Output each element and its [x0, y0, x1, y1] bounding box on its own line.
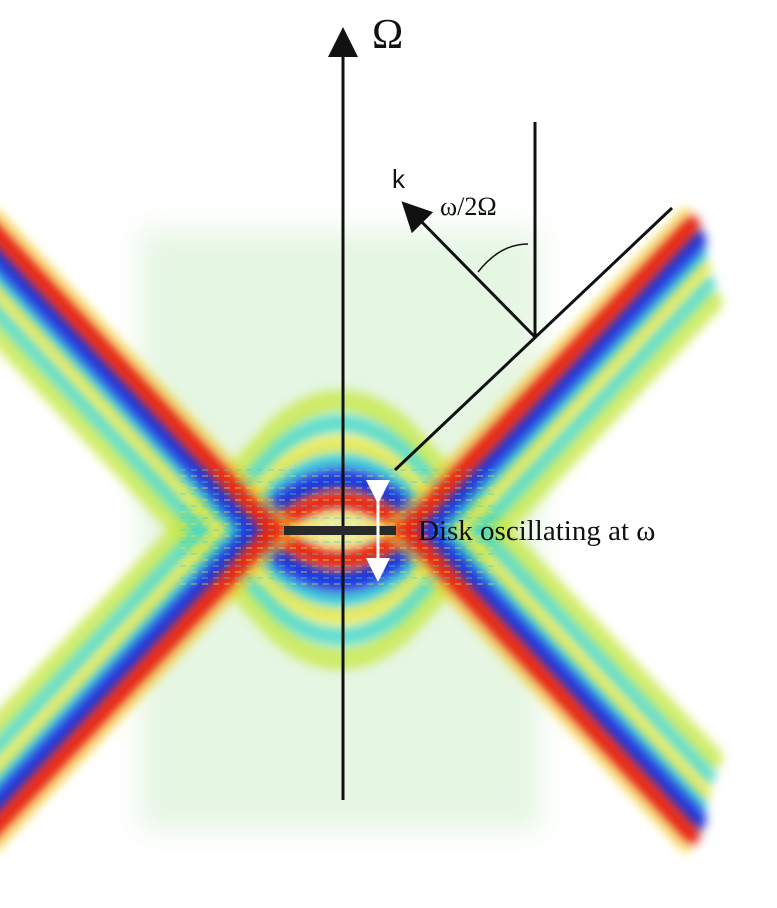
figure: Ω k ω/2Ω Disk oscillating at ω: [0, 0, 777, 908]
angle-label: ω/2Ω: [440, 192, 497, 221]
disk-label: Disk oscillating at ω: [418, 515, 655, 547]
page: Ω k ω/2Ω Disk oscillating at ω (() => { …: [0, 0, 777, 908]
wave-vector-label: k: [392, 164, 406, 194]
axis-label: Ω: [372, 12, 403, 58]
